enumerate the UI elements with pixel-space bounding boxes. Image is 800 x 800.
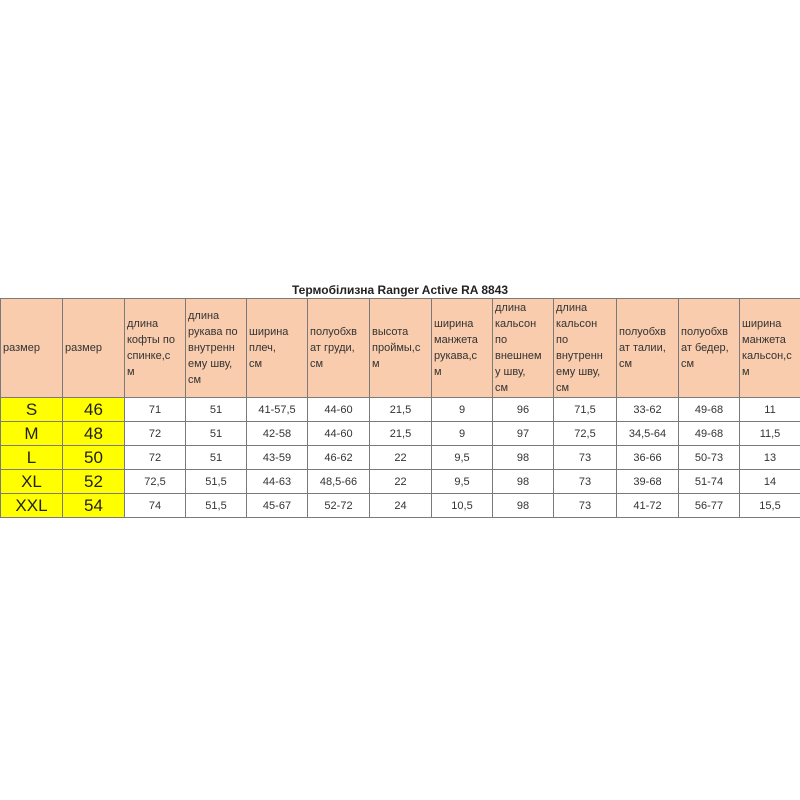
column-header: размер (0, 298, 63, 398)
table-cell: 11,5 (739, 421, 800, 446)
column-header: ширина плеч, см (246, 298, 308, 398)
table-cell: 46-62 (307, 445, 370, 470)
table-row: L 50 72 51 43-59 46-62 22 9,5 98 73 36-66 50-73 13 (0, 445, 800, 470)
table-cell: 44-60 (307, 397, 370, 422)
size-letter-cell: M (0, 421, 63, 446)
table-cell: 97 (492, 421, 554, 446)
table-cell: 22 (369, 469, 432, 494)
table-cell: 71 (124, 397, 186, 422)
table-cell: 73 (553, 493, 617, 518)
table-cell: 10,5 (431, 493, 493, 518)
table-cell: 44-60 (307, 421, 370, 446)
table-cell: 50-73 (678, 445, 740, 470)
table-row: M 48 72 51 42-58 44-60 21,5 9 97 72,5 34,5-64 49-68… (0, 421, 800, 446)
table-cell: 48,5-66 (307, 469, 370, 494)
table-cell: 41-72 (616, 493, 679, 518)
size-letter-cell: XXL (0, 493, 63, 518)
table-cell: 49-68 (678, 421, 740, 446)
table-cell: 72,5 (553, 421, 617, 446)
table-cell: 51 (185, 445, 247, 470)
column-header: полуобхв ат бедер, см (678, 298, 740, 398)
table-cell: 44-63 (246, 469, 308, 494)
table-cell: 51 (185, 421, 247, 446)
table-row: S 46 71 51 41-57,5 44-60 21,5 9 96 71,5 33-62 49-68… (0, 397, 800, 422)
column-header: размер (62, 298, 125, 398)
table-cell: 52-72 (307, 493, 370, 518)
table-cell: 49-68 (678, 397, 740, 422)
table-cell: 51-74 (678, 469, 740, 494)
column-header: ширина манжета кальсон,с м (739, 298, 800, 398)
table-cell: 21,5 (369, 397, 432, 422)
table-cell: 15,5 (739, 493, 800, 518)
column-header: ширина манжета рукава,с м (431, 298, 493, 398)
table-cell: 21,5 (369, 421, 432, 446)
table-cell: 39-68 (616, 469, 679, 494)
size-chart-table: размер размер длина кофты по спинке,с м дли… (0, 298, 800, 518)
table-cell: 98 (492, 493, 554, 518)
table-cell: 74 (124, 493, 186, 518)
table-cell: 24 (369, 493, 432, 518)
column-header: полуобхв ат талии, см (616, 298, 679, 398)
table-title: Термобілизна Ranger Active RA 8843 (291, 283, 509, 297)
table-cell: 22 (369, 445, 432, 470)
size-number-cell: 54 (62, 493, 125, 518)
table-cell: 11 (739, 397, 800, 422)
header-row: размер размер длина кофты по спинке,с м дли… (0, 298, 800, 398)
table-cell: 9,5 (431, 469, 493, 494)
table-row: XL 52 72,5 51,5 44-63 48,5-66 22 9,5 98 73 39-68 51… (0, 469, 800, 494)
table-cell: 72,5 (124, 469, 186, 494)
table-cell: 43-59 (246, 445, 308, 470)
size-number-cell: 46 (62, 397, 125, 422)
column-header: длина кофты по спинке,с м (124, 298, 186, 398)
column-header: длина кальсон по внутренн ему шву, см (553, 298, 617, 398)
size-number-cell: 52 (62, 469, 125, 494)
size-letter-cell: XL (0, 469, 63, 494)
table-cell: 42-58 (246, 421, 308, 446)
table-cell: 34,5-64 (616, 421, 679, 446)
table-cell: 14 (739, 469, 800, 494)
table-cell: 51,5 (185, 493, 247, 518)
table-cell: 98 (492, 445, 554, 470)
size-letter-cell: S (0, 397, 63, 422)
table-row: XXL 54 74 51,5 45-67 52-72 24 10,5 98 73 41-72 56-7… (0, 493, 800, 518)
size-letter-cell: L (0, 445, 63, 470)
table-cell: 9 (431, 397, 493, 422)
size-number-cell: 48 (62, 421, 125, 446)
table-cell: 71,5 (553, 397, 617, 422)
column-header: полуобхв ат груди, см (307, 298, 370, 398)
table-cell: 9 (431, 421, 493, 446)
column-header: длина рукава по внутренн ему шву, см (185, 298, 247, 398)
table-cell: 73 (553, 445, 617, 470)
table-cell: 33-62 (616, 397, 679, 422)
table-cell: 96 (492, 397, 554, 422)
table-cell: 45-67 (246, 493, 308, 518)
column-header: высота проймы,с м (369, 298, 432, 398)
column-header: длина кальсон по внешнем у шву, см (492, 298, 554, 398)
size-number-cell: 50 (62, 445, 125, 470)
table-cell: 73 (553, 469, 617, 494)
table-cell: 98 (492, 469, 554, 494)
table-cell: 72 (124, 421, 186, 446)
table-cell: 51 (185, 397, 247, 422)
table-cell: 9,5 (431, 445, 493, 470)
table-cell: 51,5 (185, 469, 247, 494)
table-cell: 72 (124, 445, 186, 470)
table-cell: 13 (739, 445, 800, 470)
table-cell: 36-66 (616, 445, 679, 470)
table-cell: 56-77 (678, 493, 740, 518)
table-cell: 41-57,5 (246, 397, 308, 422)
